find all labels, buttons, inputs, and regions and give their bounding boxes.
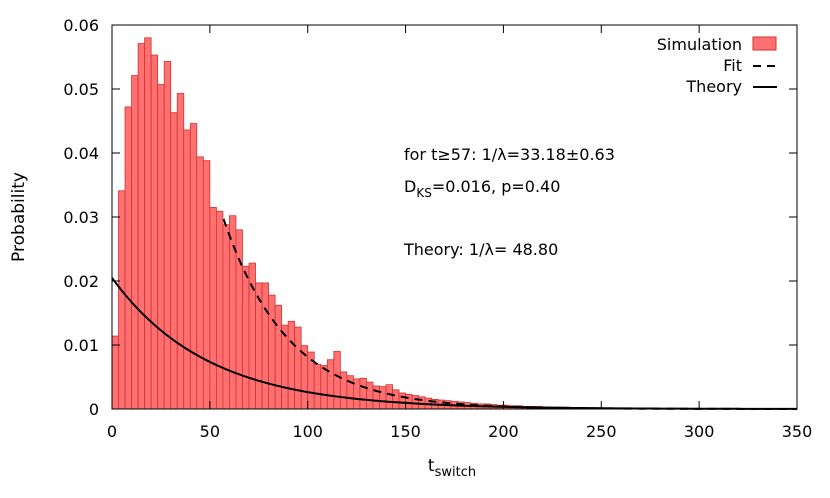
x-tick-label: 150 [390, 422, 421, 441]
y-tick-label: 0.05 [63, 80, 99, 99]
x-tick-label: 50 [200, 422, 220, 441]
histogram-bar [222, 224, 230, 410]
histogram-bar [170, 112, 178, 410]
histogram-bar [359, 377, 367, 410]
histogram-bar [202, 160, 211, 410]
y-tick-label: 0.01 [63, 336, 99, 355]
legend: Simulation Fit Theory [657, 35, 777, 96]
x-axis-label: tswitch [428, 456, 476, 480]
histogram-bar [411, 395, 420, 410]
histogram-bar [111, 335, 119, 410]
histogram-bar [189, 123, 198, 410]
histogram-bar [209, 206, 217, 410]
histogram-bar [274, 304, 283, 410]
histogram-bar [333, 350, 341, 410]
y-tick-label: 0.03 [63, 208, 99, 227]
histogram-bar [137, 43, 146, 410]
y-tick-label: 0.02 [63, 272, 99, 291]
annotation-theory: Theory: 1/λ= 48.80 [403, 240, 558, 259]
x-tick-label: 200 [488, 422, 519, 441]
histogram-bar [118, 190, 126, 410]
histogram-bar [229, 215, 237, 410]
legend-label-theory: Theory [685, 77, 742, 96]
x-tick-label: 250 [586, 422, 617, 441]
annotation-fit: for t≥57: 1/λ=33.18±0.63 [404, 145, 615, 164]
histogram-bar [405, 393, 413, 410]
histogram-bar [242, 265, 250, 410]
x-tick-label: 0 [107, 422, 117, 441]
x-tick-label: 300 [684, 422, 715, 441]
y-tick-label: 0 [89, 400, 99, 419]
histogram-bar [124, 106, 132, 410]
annotation-ks: DKS=0.016, p=0.40 [404, 177, 560, 200]
histogram-bar [326, 359, 335, 410]
histogram-bar [313, 363, 322, 410]
histogram-bar [281, 324, 289, 410]
histogram-bar [268, 294, 276, 410]
histogram-bar [150, 54, 159, 410]
x-tick-label: 100 [292, 422, 323, 441]
histogram-bar [392, 389, 400, 410]
legend-swatch-simulation [752, 36, 777, 51]
annotation-ks-main: D [404, 177, 416, 196]
legend-label-simulation: Simulation [657, 35, 742, 54]
histogram-bar [144, 37, 152, 410]
histogram-bar [320, 365, 328, 410]
y-axis-label: Probability [9, 172, 29, 262]
histogram-bar [183, 129, 191, 410]
legend-label-fit: Fit [723, 56, 742, 75]
annotation-ks-sub: KS [416, 186, 432, 200]
histogram-bar [398, 392, 406, 410]
histogram-bar [157, 84, 165, 410]
histogram-bar [176, 93, 185, 410]
histogram-bar [294, 326, 302, 410]
y-tick-label: 0.04 [63, 144, 99, 163]
histogram-bar [196, 156, 204, 410]
histogram-bar [385, 384, 393, 410]
histogram-bar [235, 229, 243, 410]
histogram-bar [131, 75, 139, 410]
histogram-bar [261, 282, 269, 410]
histogram-bar [366, 381, 374, 410]
histogram-bar [163, 61, 172, 410]
x-axis-label-sub: switch [435, 465, 477, 480]
x-tick-label: 350 [782, 422, 813, 441]
histogram-bars [111, 37, 648, 410]
histogram-bar [379, 386, 387, 410]
histogram-bar [287, 320, 296, 410]
histogram-bar [215, 210, 224, 410]
x-axis-label-main: t [428, 456, 435, 476]
y-tick-label: 0.06 [63, 16, 99, 35]
axis-ticks: 0 50 100 150 200 250 300 350 0 0.01 0.02 0.03 0.04 0.… [63, 16, 812, 441]
annotation-ks-rest: =0.016, p=0.40 [432, 177, 561, 196]
